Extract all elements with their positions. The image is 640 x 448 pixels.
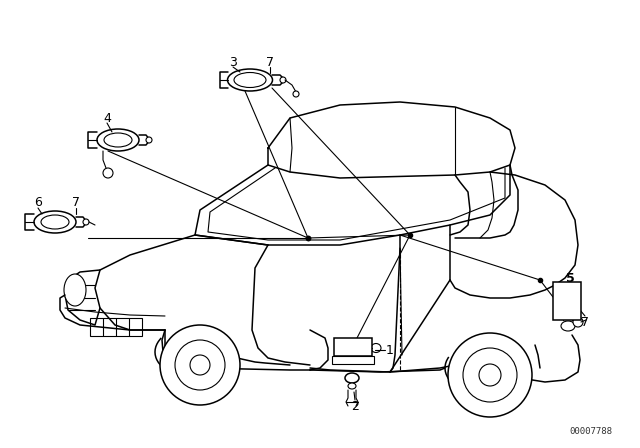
Text: 5: 5 <box>566 271 574 284</box>
Bar <box>334 338 372 356</box>
Ellipse shape <box>64 274 86 306</box>
Circle shape <box>190 355 210 375</box>
Text: 7: 7 <box>266 56 274 69</box>
Bar <box>90 318 142 336</box>
Ellipse shape <box>41 215 69 229</box>
Circle shape <box>103 168 113 178</box>
Text: 3: 3 <box>229 56 237 69</box>
Ellipse shape <box>348 383 356 389</box>
Text: 00007788: 00007788 <box>569 427 612 436</box>
Ellipse shape <box>561 321 575 331</box>
Circle shape <box>160 325 240 405</box>
Circle shape <box>83 219 89 225</box>
Text: 7: 7 <box>72 195 80 208</box>
Circle shape <box>146 137 152 143</box>
Text: 6: 6 <box>34 195 42 208</box>
Circle shape <box>280 77 286 83</box>
Ellipse shape <box>227 69 273 91</box>
Bar <box>553 282 581 320</box>
Bar <box>332 356 374 364</box>
Circle shape <box>479 364 501 386</box>
Ellipse shape <box>104 133 132 147</box>
Ellipse shape <box>371 344 381 353</box>
Ellipse shape <box>345 373 359 383</box>
Ellipse shape <box>234 73 266 87</box>
Circle shape <box>573 317 583 327</box>
Circle shape <box>463 348 517 402</box>
Text: 2: 2 <box>351 400 359 413</box>
Text: 7: 7 <box>581 315 589 328</box>
Circle shape <box>448 333 532 417</box>
Circle shape <box>293 91 299 97</box>
Text: 1: 1 <box>386 344 394 357</box>
Circle shape <box>175 340 225 390</box>
Text: 4: 4 <box>103 112 111 125</box>
Ellipse shape <box>34 211 76 233</box>
Ellipse shape <box>97 129 139 151</box>
